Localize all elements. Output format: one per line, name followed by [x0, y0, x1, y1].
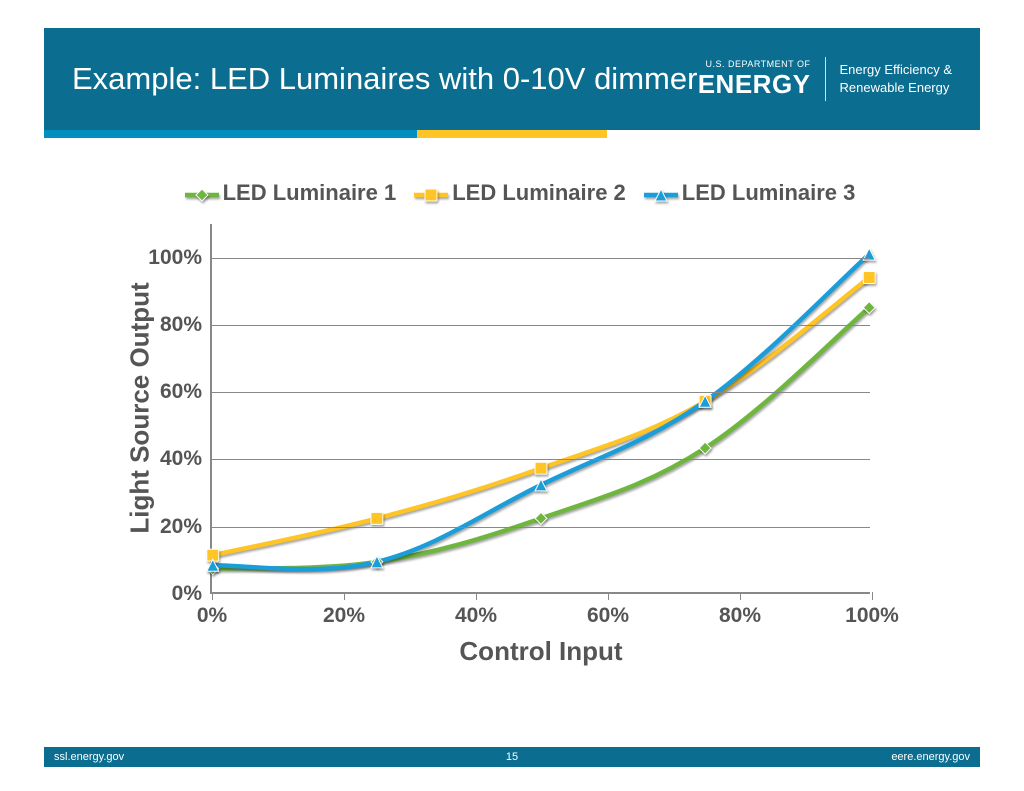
x-tick-label: 40% [455, 592, 497, 628]
y-tick-label: 60% [160, 380, 212, 404]
slide-footer: ssl.energy.gov 15 eere.energy.gov [44, 747, 980, 767]
y-tick-label: 40% [160, 447, 212, 471]
legend-item: LED Luminaire 2 [414, 180, 626, 206]
legend-marker-icon [185, 184, 219, 202]
x-tick-label: 80% [719, 592, 761, 628]
slide-title: Example: LED Luminaires with 0-10V dimme… [72, 60, 698, 99]
program-line-1: Energy Efficiency & [840, 61, 952, 79]
legend-label: LED Luminaire 3 [682, 180, 856, 206]
x-tick-label: 100% [845, 592, 899, 628]
accent-mid [417, 130, 607, 138]
legend-label: LED Luminaire 1 [223, 180, 397, 206]
footer-page: 15 [506, 751, 518, 763]
x-tick-label: 0% [197, 592, 227, 628]
accent-left [44, 130, 417, 138]
chart: LED Luminaire 1 LED Luminaire 2 LED Lumi… [120, 180, 920, 700]
chart-legend: LED Luminaire 1 LED Luminaire 2 LED Lumi… [120, 180, 920, 206]
y-tick-label: 100% [148, 246, 212, 270]
program-line-2: Renewable Energy [840, 79, 952, 97]
y-tick-label: 20% [160, 515, 212, 539]
logo-energy-word: ENERGY [698, 69, 811, 100]
legend-marker-icon [414, 184, 448, 202]
footer-right: eere.energy.gov [518, 751, 970, 763]
legend-item: LED Luminaire 1 [185, 180, 397, 206]
y-axis-title: Light Source Output [125, 282, 156, 533]
x-tick-label: 60% [587, 592, 629, 628]
gridline-h [212, 392, 870, 393]
accent-bar [44, 130, 980, 138]
gridline-h [212, 527, 870, 528]
legend-marker-icon [644, 184, 678, 202]
logo-left: U.S. DEPARTMENT OF ENERGY [698, 59, 811, 100]
doe-logo: U.S. DEPARTMENT OF ENERGY Energy Efficie… [698, 57, 952, 101]
y-tick-label: 80% [160, 313, 212, 337]
legend-item: LED Luminaire 3 [644, 180, 856, 206]
logo-dept-line: U.S. DEPARTMENT OF [698, 59, 811, 69]
gridline-h [212, 258, 870, 259]
x-tick-label: 20% [323, 592, 365, 628]
logo-program: Energy Efficiency & Renewable Energy [840, 61, 952, 96]
chart-lines-svg [212, 224, 870, 592]
gridline-h [212, 459, 870, 460]
gridline-h [212, 325, 870, 326]
legend-label: LED Luminaire 2 [452, 180, 626, 206]
footer-left: ssl.energy.gov [54, 751, 506, 763]
slide-header: Example: LED Luminaires with 0-10V dimme… [44, 28, 980, 130]
logo-divider [825, 57, 826, 101]
accent-right [607, 130, 980, 138]
chart-plot: Light Source Output Control Input 0%20%4… [210, 224, 870, 594]
